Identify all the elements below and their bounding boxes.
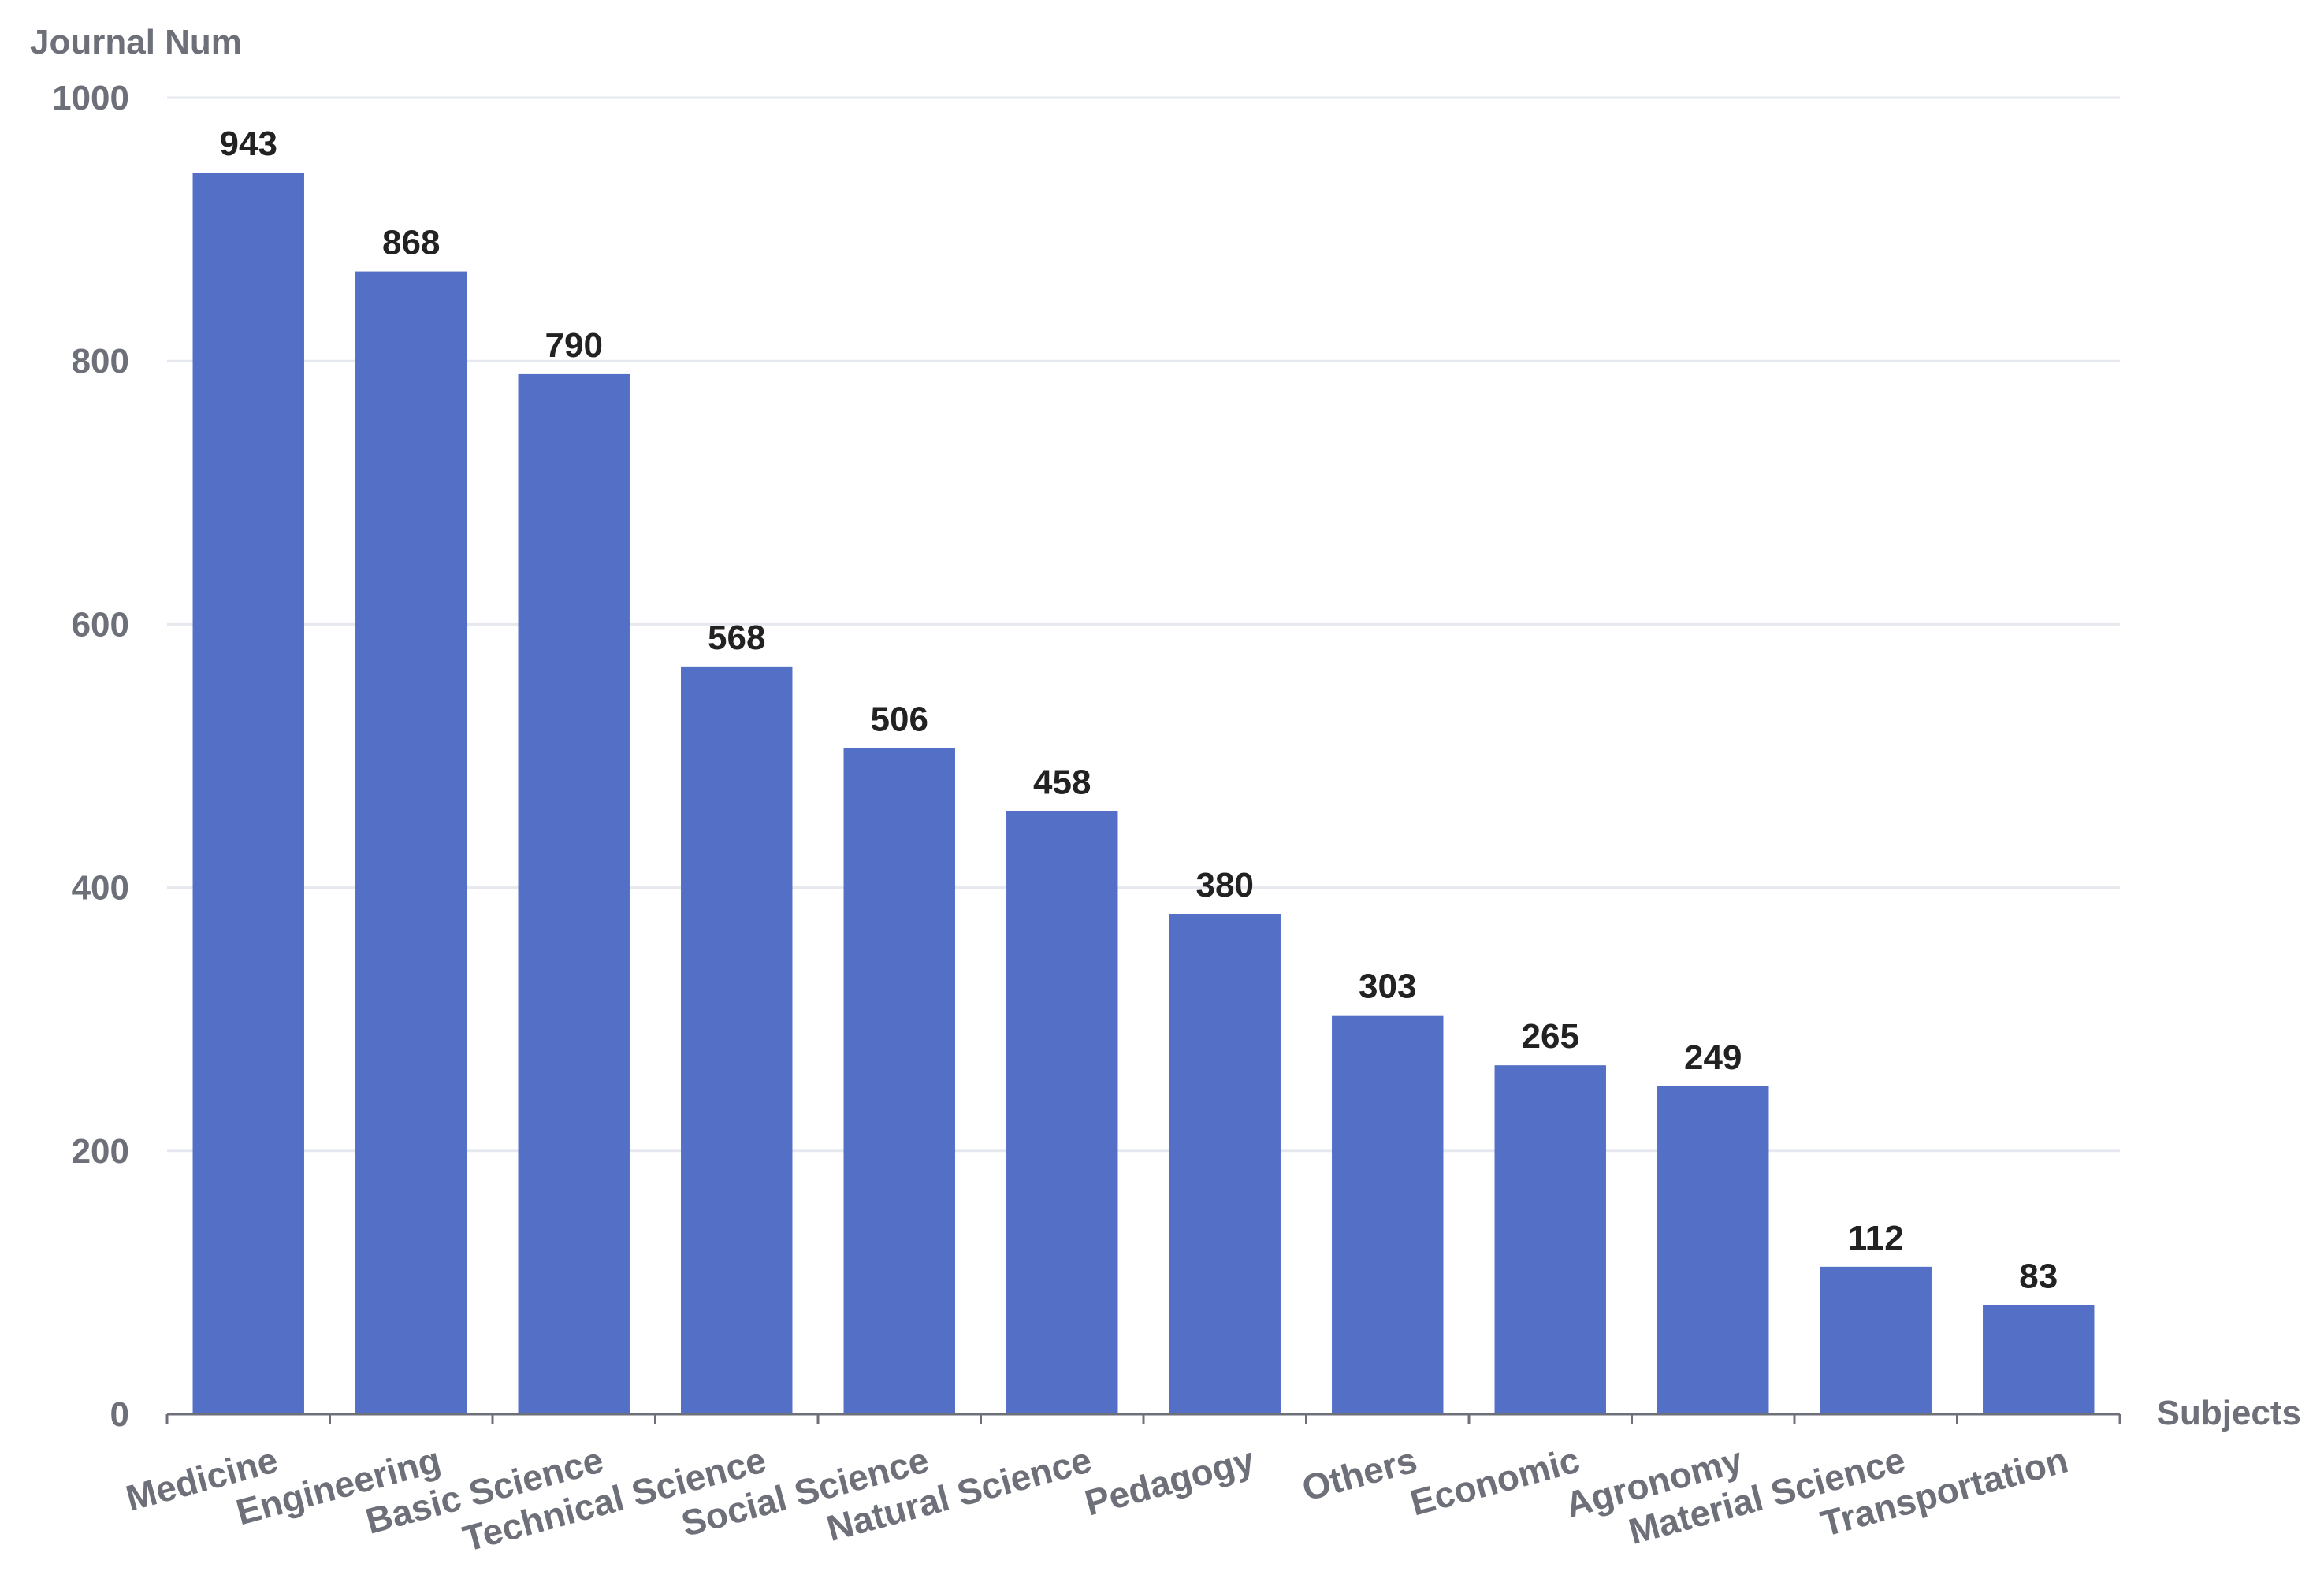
value-label: 458 xyxy=(1033,763,1091,802)
value-label: 303 xyxy=(1359,967,1416,1006)
bar-technical-science[interactable] xyxy=(681,666,793,1414)
bar-social-science[interactable] xyxy=(843,748,955,1414)
value-label: 943 xyxy=(220,124,277,163)
value-label: 112 xyxy=(1848,1219,1904,1257)
value-label: 380 xyxy=(1196,866,1254,904)
value-label: 265 xyxy=(1522,1017,1579,1056)
x-category-label: Pedagogy xyxy=(1080,1439,1259,1523)
y-tick-label: 1000 xyxy=(52,79,129,117)
bar-engineering[interactable] xyxy=(355,271,467,1414)
bar-transportation[interactable] xyxy=(1983,1305,2095,1414)
value-labels: 943 868 790 568 506 458 380 303 265 249 112 83 xyxy=(220,124,2058,1295)
bar-pedagogy[interactable] xyxy=(1169,914,1281,1414)
y-tick-label: 600 xyxy=(72,605,129,644)
value-label: 568 xyxy=(708,618,765,657)
y-axis-title: Journal Num xyxy=(30,23,242,61)
value-label: 506 xyxy=(871,700,928,738)
bar-agronomy[interactable] xyxy=(1657,1086,1769,1414)
bar-economic[interactable] xyxy=(1494,1065,1606,1414)
value-label: 83 xyxy=(2019,1257,2058,1295)
y-tick-label: 800 xyxy=(72,342,129,381)
y-tick-label: 200 xyxy=(72,1132,129,1171)
bar-others[interactable] xyxy=(1332,1015,1444,1414)
x-axis-title: Subjects xyxy=(2157,1394,2301,1432)
value-label: 790 xyxy=(545,326,603,365)
bars xyxy=(192,173,2095,1415)
y-tick-label: 400 xyxy=(72,869,129,908)
y-tick-label: 0 xyxy=(110,1395,129,1434)
x-category-label: Economic xyxy=(1406,1439,1584,1523)
x-category-label: Others xyxy=(1298,1439,1422,1509)
y-tick-labels: 0 200 400 600 800 1000 xyxy=(52,79,129,1434)
bar-natural-science[interactable] xyxy=(1006,811,1118,1414)
bar-medicine[interactable] xyxy=(192,173,304,1415)
value-label: 249 xyxy=(1684,1038,1742,1077)
value-label: 868 xyxy=(382,224,440,262)
bar-basic-science[interactable] xyxy=(518,373,630,1414)
axes xyxy=(165,1413,2121,1424)
gridlines xyxy=(167,96,2120,1153)
bar-material-science[interactable] xyxy=(1820,1266,1932,1414)
